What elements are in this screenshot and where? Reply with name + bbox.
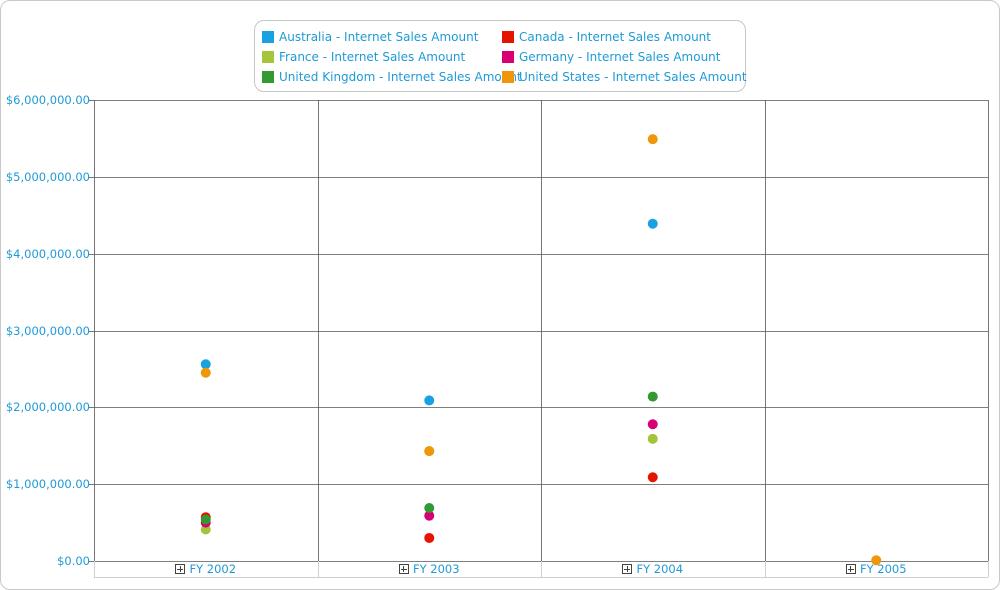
expand-plus-icon[interactable]: [622, 564, 633, 574]
legend-swatch: [502, 71, 514, 83]
x-category-cell[interactable]: FY 2002: [94, 561, 318, 577]
legend-item[interactable]: Canada - Internet Sales Amount: [502, 29, 711, 45]
y-tick-label: $2,000,000.00: [5, 400, 90, 415]
y-tick-label: $3,000,000.00: [5, 323, 90, 338]
data-point[interactable]: [200, 524, 211, 535]
data-point[interactable]: [871, 555, 882, 566]
legend-swatch: [502, 51, 514, 63]
data-point[interactable]: [200, 367, 211, 378]
data-point[interactable]: [424, 532, 435, 543]
legend-label: Germany - Internet Sales Amount: [519, 50, 721, 64]
x-tick-label: FY 2005: [859, 562, 907, 576]
x-tick-label: FY 2003: [412, 562, 460, 576]
x-category-cell[interactable]: FY 2003: [318, 561, 542, 577]
y-tick-label: $6,000,000.00: [5, 93, 90, 107]
legend-label: United States - Internet Sales Amount: [519, 70, 747, 84]
legend-label: France - Internet Sales Amount: [279, 50, 466, 64]
legend-item[interactable]: Australia - Internet Sales Amount: [262, 29, 478, 45]
legend-label: United Kingdom - Internet Sales Amount: [279, 70, 522, 84]
legend-item[interactable]: United States - Internet Sales Amount: [502, 69, 747, 85]
x-category-cell[interactable]: FY 2004: [541, 561, 765, 577]
x-tick-label: FY 2002: [189, 562, 237, 576]
data-point[interactable]: [200, 359, 211, 370]
legend-swatch: [262, 31, 274, 43]
legend-item[interactable]: France - Internet Sales Amount: [262, 49, 465, 65]
legend: Australia - Internet Sales Amount Canada …: [254, 20, 747, 92]
y-tick-label: $0.00: [57, 554, 90, 568]
legend-item[interactable]: Germany - Internet Sales Amount: [502, 49, 721, 65]
data-point[interactable]: [647, 419, 658, 430]
data-point[interactable]: [200, 514, 211, 525]
data-point[interactable]: [647, 391, 658, 402]
x-tick-label: FY 2004: [636, 562, 684, 576]
data-point[interactable]: [647, 218, 658, 229]
legend-label: Australia - Internet Sales Amount: [279, 30, 479, 44]
y-tick-label: $1,000,000.00: [5, 477, 90, 492]
expand-plus-icon[interactable]: [175, 564, 186, 574]
data-point[interactable]: [647, 134, 658, 145]
legend-swatch: [262, 71, 274, 83]
data-point[interactable]: [424, 502, 435, 513]
legend-item[interactable]: United Kingdom - Internet Sales Amount: [262, 69, 522, 85]
data-point[interactable]: [647, 433, 658, 444]
data-point[interactable]: [647, 472, 658, 483]
data-point[interactable]: [424, 446, 435, 457]
legend-swatch: [502, 31, 514, 43]
y-tick-label: $5,000,000.00: [5, 169, 90, 184]
data-point[interactable]: [424, 395, 435, 406]
data-point[interactable]: [424, 510, 435, 521]
y-tick-label: $4,000,000.00: [5, 246, 90, 261]
legend-swatch: [262, 51, 274, 63]
expand-plus-icon[interactable]: [398, 564, 409, 574]
legend-label: Canada - Internet Sales Amount: [519, 30, 711, 44]
x-category-cell[interactable]: FY 2005: [765, 561, 989, 577]
expand-plus-icon[interactable]: [845, 564, 856, 574]
